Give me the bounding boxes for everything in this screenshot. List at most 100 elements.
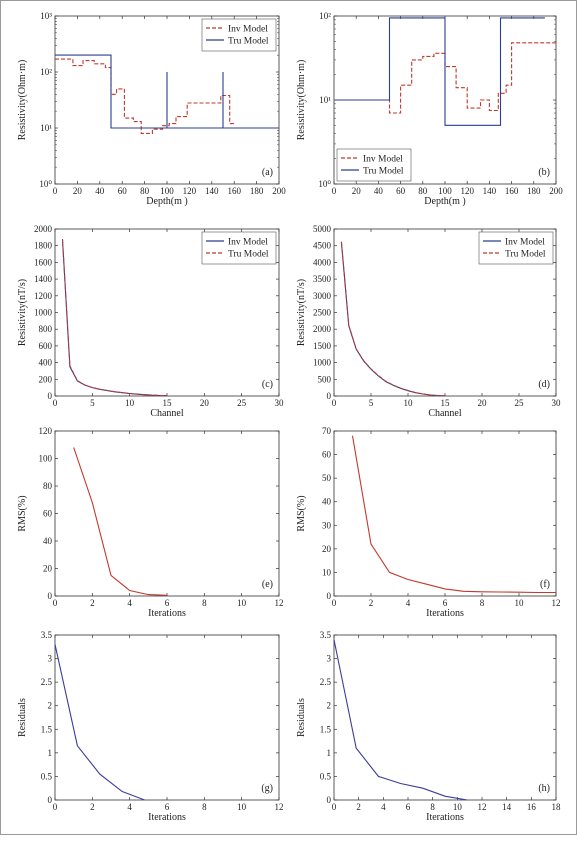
panel-1-xlabel: Depth(m ) [146,196,187,207]
panel-5-xtick-label: 10 [237,598,247,608]
panel-7-panel-label: (g) [261,783,273,794]
panel-2-legend-box [336,148,412,182]
panel-8-xtick-label: 8 [430,802,435,812]
panel-7-ytick-label: 3 [48,654,53,664]
panel-4: 0 5 10 15 20 25 30 0 500 1000 1500 2000 2500 3000 3500… [296,224,561,419]
panel-8-ytick-label: 3 [327,654,332,664]
panel-6-xtick-label: 8 [480,598,485,608]
panel-5-ytick-label: 40 [43,536,53,546]
panel-2-series-inv-model-line [334,42,556,114]
panel-3-xtick-label: 10 [125,398,135,408]
panel-7-xtick-label: 4 [127,802,132,812]
panel-3-xtick-label: 25 [237,398,247,408]
panel-6-xtick-label: 10 [515,598,525,608]
panel-4-ytick-label: 4500 [313,241,332,251]
panel-1-xtick-label: 200 [272,186,286,196]
panel-8-xtick-label: 6 [406,802,411,812]
panel-7-xtick-label: 8 [202,802,207,812]
panel-4-xtick-label: 25 [515,398,525,408]
panel-8-series-1-line [333,639,468,801]
panel-2-xtick-label: 80 [418,186,428,196]
panel-8-xtick-label: 14 [502,802,512,812]
panel-1-ylabel: Resistivity(Ohm·m) [17,60,28,141]
panel-2-xlabel: Depth(m ) [424,196,465,207]
panel-7-ytick-label: 2 [48,701,53,711]
panel-7-ytick-label: 1 [48,748,53,758]
panel-4-xtick-label: 0 [332,398,337,408]
panel-5-xlabel: Iterations [148,608,186,619]
panel-8-ylabel: Residuals [296,698,307,737]
panel-7-ylabel: Residuals [17,698,28,737]
panel-1-xtick-label: 100 [160,186,174,196]
panel-3-ytick-label: 1600 [34,257,53,267]
panel-3-xtick-label: 20 [200,398,210,408]
panel-3: 0 5 10 15 20 25 30 0 200 400 600 800 1000 1200 1400 160… [17,224,284,419]
panel-7-ytick-label: 3.5 [41,630,53,640]
panel-8-xtick-label: 18 [552,802,562,812]
panel-4-xtick-label: 15 [441,398,451,408]
panel-6: 0 2 4 6 8 10 12 0 10 20 30 40 50 60 70 Iterations RMS(%)… [296,426,561,619]
panel-2-ytick-label: 10² [319,11,331,21]
panel-7-series-1-line [54,644,145,801]
panel-2-legend-label: Tru Model [363,167,404,177]
panel-7-ytick-label: 0.5 [41,771,53,781]
panel-8-ytick-label: 2.5 [320,677,332,687]
panel-1-xtick-label: 0 [53,186,58,196]
panel-5: 0 2 4 6 8 10 12020406080100120IterationsRMS(%)… [17,426,284,619]
panel-1-legend-box [201,18,277,52]
panel-6-xlabel: Iterations [426,608,464,619]
panel-1-legend-label: Inv Model [228,25,268,35]
panel-5-ytick-label: 100 [39,454,53,464]
panel-5-series-1-line [73,447,168,596]
panel-7-ytick-label: 2.5 [41,677,53,687]
panel-3-xtick-label: 0 [53,398,58,408]
panel-1-legend-label: Tru Model [228,37,269,47]
panel-6-ytick-label: 50 [322,473,332,483]
panel-2-xtick-label: 120 [460,186,474,196]
panel-1-xtick-label: 40 [95,186,105,196]
panel-3-xtick-label: 15 [163,398,173,408]
panel-3-ytick-label: 600 [39,341,53,351]
panel-8-xtick-label: 16 [527,802,537,812]
panel-4-ytick-label: 1500 [313,341,332,351]
panel-2-xtick-label: 160 [505,186,519,196]
panel-3-ytick-label: 800 [39,324,53,334]
panel-2-ylabel: Resistivity(Ohm·m) [296,60,307,141]
panel-3-panel-label: (c) [262,379,273,390]
panel-3-ytick-label: 400 [39,358,53,368]
panel-2-xtick-label: 200 [549,186,563,196]
panel-3-xtick-label: 5 [90,398,95,408]
panel-2-xtick-label: 180 [527,186,541,196]
panel-3-xlabel: Channel [150,408,184,419]
panel-7-xlabel: Iterations [148,812,186,823]
panel-8-ytick-label: 1.5 [320,724,332,734]
panel-8-ytick-label: 1 [327,748,332,758]
panel-2-legend-label: Inv Model [363,155,403,165]
panel-8-xtick-label: 12 [478,802,487,812]
panel-5-ytick-label: 80 [43,481,53,491]
panel-3-ylabel: Resistivity(nT/s) [17,279,28,346]
panel-2-series-tru-model-line [334,17,545,126]
panel-1-xtick-label: 20 [73,186,83,196]
panel-7: 0 2 4 6 8 10 12 0 0.5 1 1.5 2 2.5 3 3.5 Iterations Resid… [17,630,284,823]
panel-5-xtick-label: 6 [165,598,170,608]
panel-3-ytick-label: 1400 [34,274,53,284]
panel-6-ytick-label: 30 [322,520,332,530]
panel-5-xtick-label: 2 [90,598,95,608]
panel-1: 0 20 40 60 80 100 120 140 160 180 200 10⁰ 10¹ 10² 10³ D… [17,11,286,207]
panel-7-frame [54,634,280,801]
panel-1-xtick-label: 80 [140,186,150,196]
panel-4-ytick-label: 3000 [313,291,332,301]
panel-7-xtick-label: 2 [90,802,95,812]
panel-1-xtick-label: 120 [183,186,197,196]
panel-1-xtick-label: 140 [205,186,219,196]
panel-3-ytick-label: 1800 [34,241,53,251]
panel-5-xtick-label: 0 [53,598,58,608]
panel-3-ytick-label: 2000 [34,224,53,234]
panel-3-ytick-label: 1000 [34,308,53,318]
panel-3-legend-label: Inv Model [228,238,268,248]
panel-5-ytick-label: 20 [43,564,53,574]
panel-4-ytick-label: 0 [327,391,332,401]
panel-4-ytick-label: 1000 [313,358,332,368]
